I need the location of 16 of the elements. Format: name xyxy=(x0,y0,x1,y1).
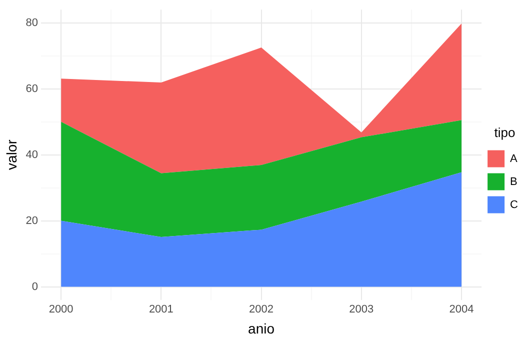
legend-title: tipo xyxy=(494,124,516,140)
legend-label: A xyxy=(510,152,518,165)
x-tick-label: 2000 xyxy=(48,304,74,316)
legend-label: B xyxy=(510,176,518,188)
legend-label: C xyxy=(510,198,518,211)
y-tick-label: 0 xyxy=(32,280,38,293)
x-tick-label: 2003 xyxy=(349,304,374,316)
x-axis-title: anio xyxy=(248,320,275,336)
y-tick-label: 60 xyxy=(26,82,38,95)
x-tick-label: 2001 xyxy=(148,304,174,316)
y-tick-label: 80 xyxy=(26,16,38,29)
y-tick-label: 40 xyxy=(26,148,38,161)
x-tick-label: 2002 xyxy=(249,304,274,316)
x-tick-label: 2004 xyxy=(449,304,474,316)
y-tick-label: 20 xyxy=(26,214,38,227)
y-axis-title: valor xyxy=(3,139,20,170)
